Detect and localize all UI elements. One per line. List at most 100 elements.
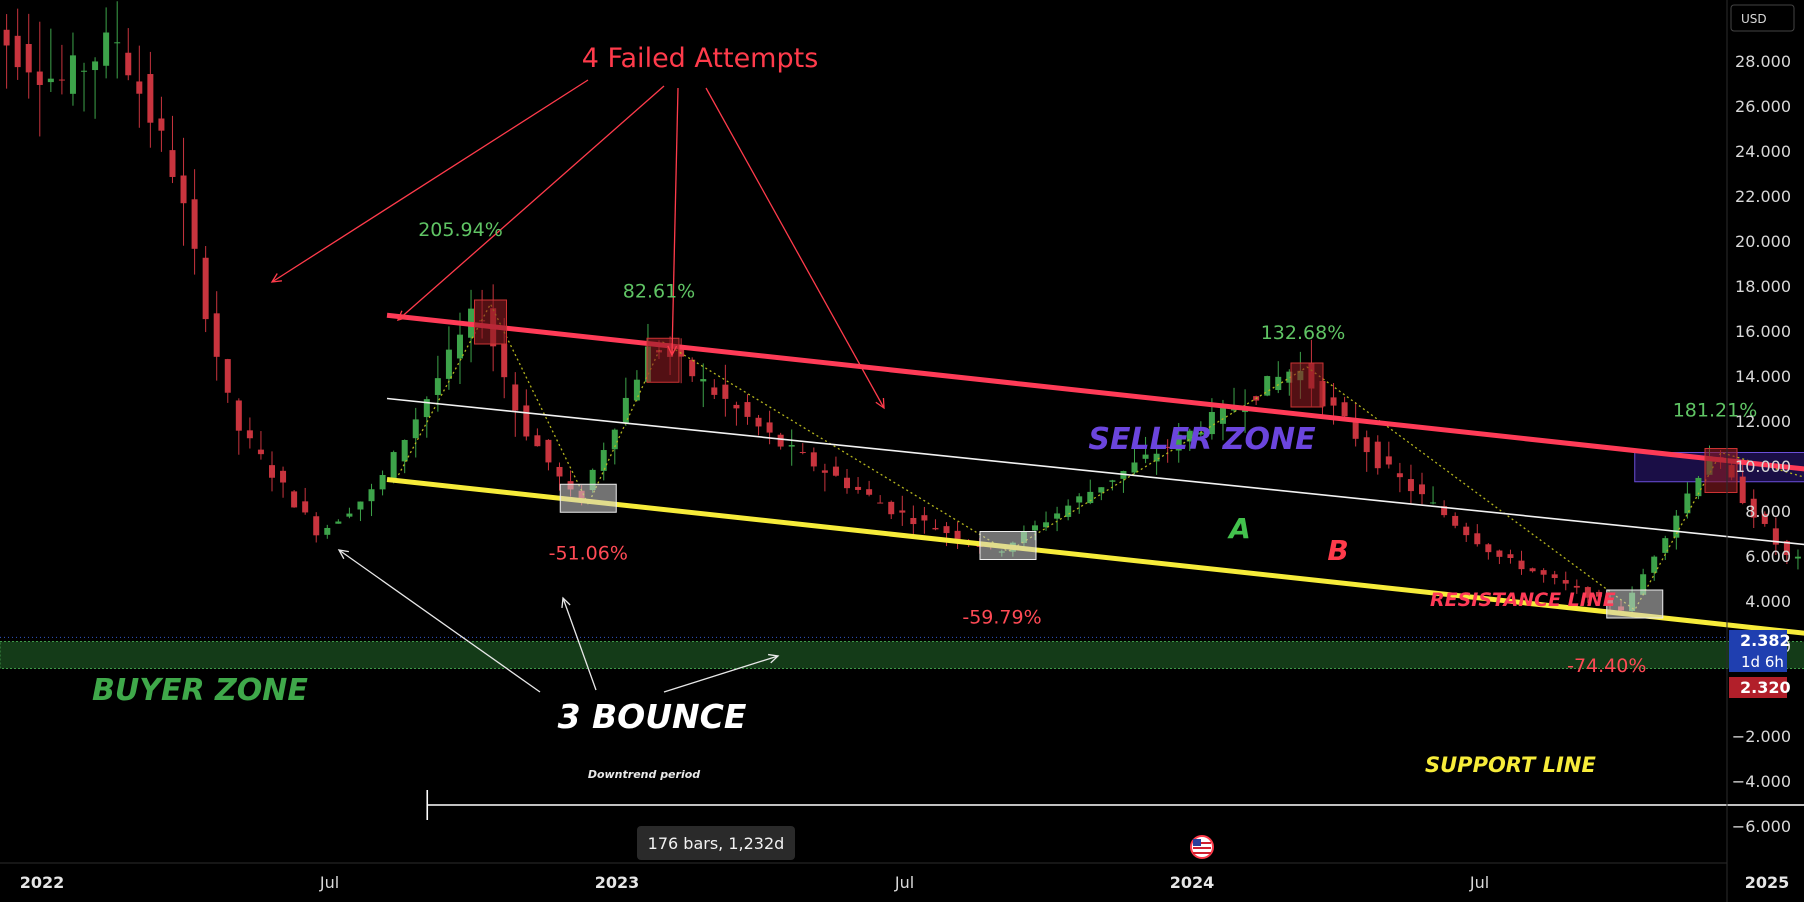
- candle-body: [445, 349, 452, 379]
- scenario-b-label: B: [1327, 534, 1348, 567]
- candle-body: [3, 29, 10, 46]
- time-axis[interactable]: 2022Jul2023Jul2024Jul2025Jul2026Jul2027J…: [20, 873, 1804, 892]
- candle-body: [1330, 397, 1337, 406]
- candle-body: [600, 450, 607, 471]
- bounce-arrow-head: [768, 653, 780, 664]
- time-tick-label: 2023: [595, 873, 640, 892]
- bounce-arrow-head: [561, 596, 571, 609]
- chart-title: 4 Failed Attempts: [582, 43, 819, 74]
- candle-body: [1562, 580, 1569, 584]
- candle-body: [1662, 538, 1669, 553]
- candle-body: [280, 470, 287, 483]
- candle-body: [1286, 371, 1293, 383]
- candle-body: [1109, 480, 1116, 482]
- candle-body: [335, 521, 342, 524]
- resistance-line-label: RESISTANCE LINE: [1430, 589, 1616, 611]
- candle-body: [733, 404, 740, 409]
- title-arrow-line: [705, 87, 885, 409]
- trough-box: [559, 483, 617, 513]
- bounce-arrow-head: [337, 549, 349, 560]
- candle-body: [1419, 484, 1425, 495]
- resistance-line[interactable]: [386, 312, 1804, 585]
- candle-body: [534, 435, 541, 447]
- peak-box: [474, 299, 507, 345]
- candle-body: [943, 526, 950, 534]
- price-tick-label: −4.000: [1732, 772, 1791, 791]
- candle-body: [368, 489, 375, 502]
- candle-body: [622, 397, 629, 424]
- bounce-arrow-line: [562, 597, 597, 691]
- candle-body: [1197, 432, 1204, 435]
- candle-body: [456, 334, 463, 359]
- candle-body: [1507, 554, 1514, 559]
- candle-body: [434, 378, 441, 395]
- candle-body: [92, 61, 99, 71]
- other-price-badge: [1729, 677, 1787, 698]
- candle-body: [777, 434, 784, 447]
- support-line-label: SUPPORT LINE: [1425, 753, 1596, 777]
- trough-highlight-boxes: [559, 483, 1664, 619]
- candle-body: [1783, 541, 1790, 555]
- time-tick-label: 2025: [1745, 873, 1790, 892]
- candle-body: [855, 486, 862, 490]
- candle-body: [313, 516, 320, 536]
- us-flag-event-icon[interactable]: [1190, 835, 1214, 859]
- time-tick-label: 2024: [1170, 873, 1215, 892]
- measure-stats-box: [637, 826, 795, 860]
- price-tick-label: −2.000: [1732, 727, 1791, 746]
- candle-body: [1374, 441, 1381, 469]
- price-tick-label: 22.000: [1735, 187, 1791, 206]
- candle-body: [158, 118, 165, 131]
- date-range-measure[interactable]: [426, 790, 1804, 820]
- candle-body: [1794, 556, 1801, 559]
- candle-body: [1761, 513, 1768, 524]
- candle-body: [114, 42, 121, 44]
- countdown-value: 1d 6h: [1741, 653, 1784, 671]
- candle-body: [1485, 544, 1492, 553]
- candle-body: [1098, 487, 1105, 493]
- candle-body: [700, 379, 707, 382]
- current-price-value: 2.382: [1740, 631, 1791, 650]
- price-tick-label: 26.000: [1735, 97, 1791, 116]
- candle-body: [269, 465, 275, 478]
- candle-body: [81, 70, 88, 72]
- measure-label: Downtrend period: [588, 768, 700, 781]
- candle-body: [1551, 574, 1558, 578]
- bounce-arrow-line: [338, 549, 541, 693]
- peak-box: [1290, 362, 1324, 408]
- candle-body: [1275, 376, 1282, 391]
- price-tick-label: 18.000: [1735, 277, 1791, 296]
- candle-body: [291, 491, 298, 508]
- price-tick-label: 28.000: [1735, 52, 1791, 71]
- candle-body: [1208, 412, 1215, 435]
- candle-body: [921, 515, 928, 521]
- candle-body: [1131, 462, 1138, 473]
- peak-percent-label: 181.21%: [1673, 400, 1758, 422]
- candle-body: [1496, 550, 1503, 557]
- trough-percent-label: -51.06%: [549, 542, 628, 564]
- candle-body: [932, 527, 939, 530]
- time-tick-label: Jul: [319, 873, 339, 892]
- candle-body: [788, 445, 795, 447]
- candle-body: [1031, 525, 1038, 531]
- candle-body: [689, 359, 696, 377]
- candle-body: [136, 81, 143, 94]
- buyer-zone-box[interactable]: [0, 641, 1804, 669]
- price-tick-label: 14.000: [1735, 367, 1791, 386]
- peak-highlight-boxes: [474, 299, 1738, 493]
- candle-body: [512, 384, 519, 411]
- candle-body: [1750, 498, 1757, 518]
- buyer-zone-label: BUYER ZONE: [92, 673, 308, 708]
- title-arrow-line: [271, 79, 589, 283]
- middle-line[interactable]: [386, 397, 1804, 656]
- candle-body: [899, 510, 906, 513]
- candle-body: [722, 384, 729, 399]
- currency-button[interactable]: [1730, 4, 1795, 32]
- candle-body: [1264, 376, 1271, 396]
- candle-body: [412, 419, 419, 439]
- candle-body: [611, 429, 618, 450]
- price-tick-label: 10.000: [1735, 457, 1791, 476]
- price-tick-label: 24.000: [1735, 142, 1791, 161]
- candle-body: [954, 530, 961, 540]
